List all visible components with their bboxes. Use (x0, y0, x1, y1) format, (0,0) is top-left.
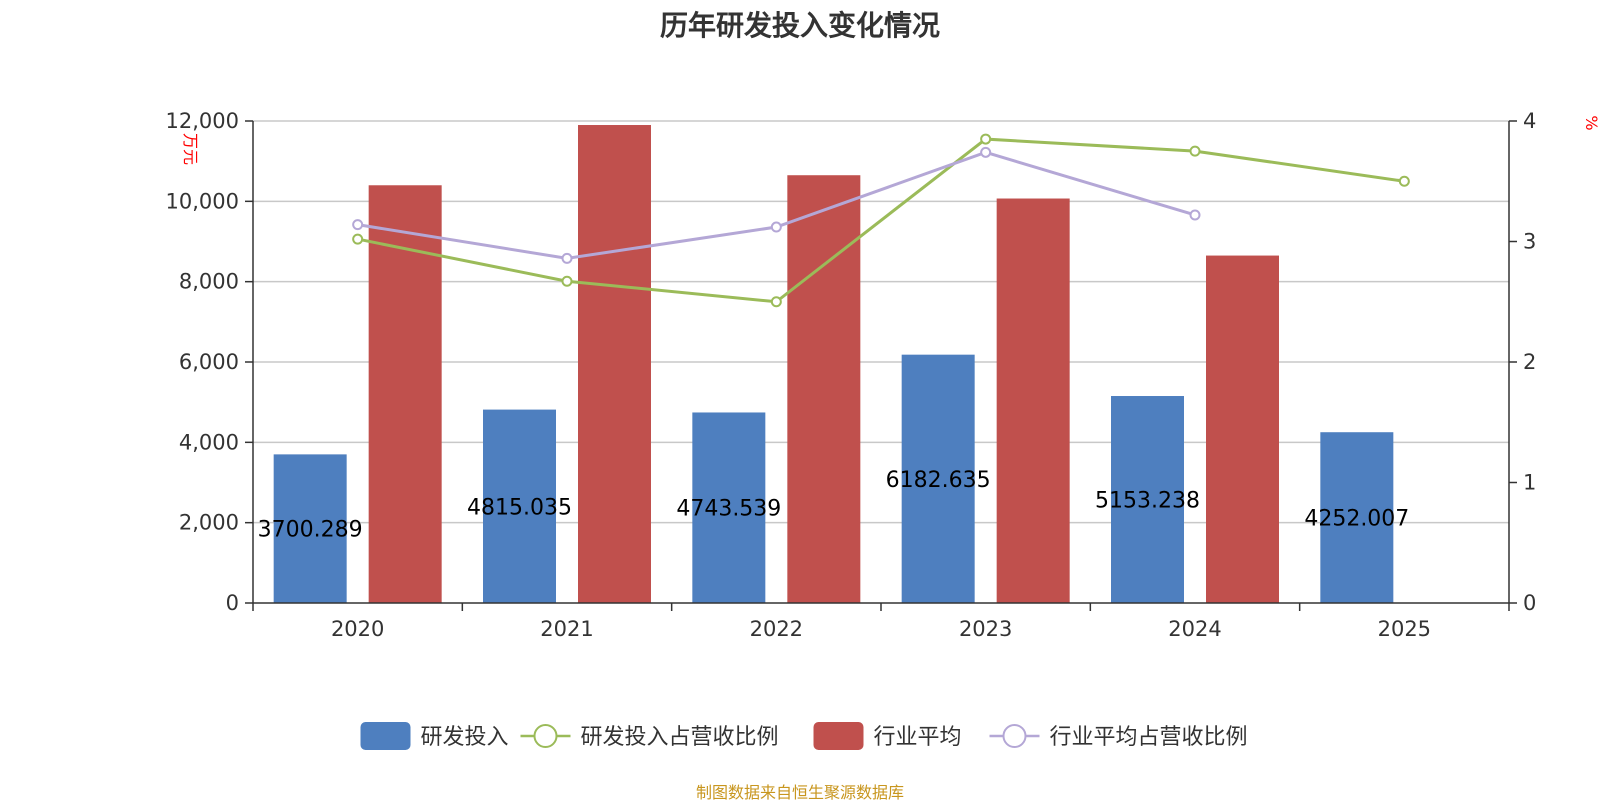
y-right-unit: % (1582, 115, 1600, 130)
y-right-tick-label: 2 (1523, 350, 1536, 374)
bar-industry-average (1206, 255, 1279, 603)
bar-data-label: 4743.539 (676, 497, 781, 522)
legend: 研发投入 研发投入占营收比例 行业平均 行业平均占营收比例 (360, 722, 1248, 750)
x-tick-label: 2021 (540, 617, 593, 641)
x-tick-label: 2025 (1378, 617, 1431, 641)
bar-rd-investment (483, 409, 556, 603)
line-point (770, 296, 782, 308)
line-rd-ratio (357, 137, 1405, 304)
bar-rd-investment (273, 454, 347, 603)
y-left-tick-label: 6,000 (179, 350, 239, 374)
bar-rd-investment (901, 354, 975, 603)
bar-industry-average (787, 175, 861, 603)
bar-rd-investment (692, 412, 766, 603)
legend-swatch-marker (1002, 724, 1027, 748)
bar-industry-average (578, 125, 651, 604)
x-tick-label: 2024 (1168, 617, 1221, 641)
y-right-tick-label: 1 (1523, 471, 1536, 495)
chart-title: 历年研发投入变化情况 (659, 9, 940, 42)
line-point (1189, 209, 1201, 221)
line-point (561, 275, 573, 287)
y-left-tick-label: 10,000 (166, 189, 239, 213)
y-left-tick-label: 4,000 (179, 430, 239, 454)
x-tick-label: 2022 (750, 617, 803, 641)
y-left-tick-label: 12,000 (166, 109, 239, 133)
line-point (561, 252, 573, 264)
y-left-unit: 万元 (181, 133, 200, 165)
bar-labels: 3700.289 4815.035 4743.539 6182.635 5153.238… (258, 468, 1410, 543)
bar-data-label: 4815.035 (467, 495, 572, 520)
bar-data-label: 3700.289 (258, 518, 363, 543)
line-point (980, 146, 992, 158)
bar-rd-investment (1111, 396, 1184, 603)
line-point (770, 221, 782, 233)
axes: 0 2,000 4,000 6,000 8,000 10,000 12,000 0 1 2 3 4 万元… (166, 109, 1600, 641)
bars (273, 125, 1394, 604)
source-note: 制图数据来自恒生聚源数据库 (695, 783, 904, 802)
line-point (980, 133, 992, 145)
legend-swatch-bar (360, 722, 411, 750)
bar-rd-investment (1320, 432, 1394, 603)
y-left-tick-label: 2,000 (179, 511, 239, 535)
grid-lines (253, 120, 1509, 524)
legend-label: 研发投入占营收比例 (581, 725, 779, 750)
y-right-tick-label: 4 (1523, 109, 1536, 133)
line-point (1398, 175, 1410, 187)
y-right-tick-label: 3 (1523, 230, 1536, 254)
line-point (352, 219, 364, 231)
legend-swatch-marker (533, 724, 558, 748)
legend-swatch-bar (813, 722, 864, 750)
legend-label: 研发投入 (421, 725, 509, 750)
bar-data-label: 4252.007 (1304, 507, 1409, 532)
bar-data-label: 6182.635 (886, 468, 991, 493)
lines (352, 133, 1410, 308)
bar-industry-average (996, 198, 1070, 603)
legend-label: 行业平均 (874, 725, 962, 750)
y-left-tick-label: 0 (226, 591, 239, 615)
y-right-tick-label: 0 (1523, 591, 1536, 615)
legend-label: 行业平均占营收比例 (1050, 725, 1248, 750)
line-point (352, 233, 364, 245)
x-tick-label: 2023 (959, 617, 1012, 641)
x-tick-label: 2020 (331, 617, 384, 641)
bar-data-label: 5153.238 (1095, 489, 1200, 514)
line-point (1189, 145, 1201, 157)
y-left-tick-label: 8,000 (179, 270, 239, 294)
